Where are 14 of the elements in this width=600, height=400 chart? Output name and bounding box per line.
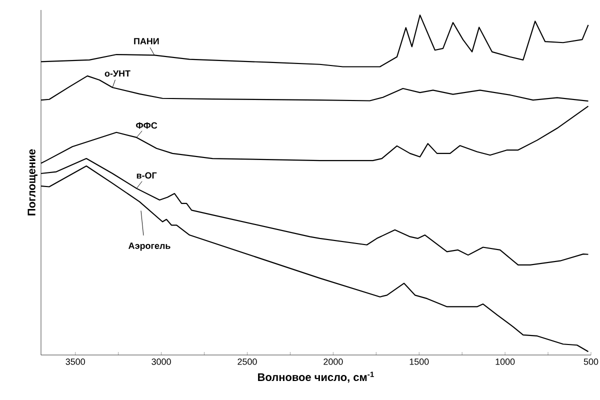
series-label: ПАНИ xyxy=(134,38,159,44)
series-label: ФФС xyxy=(136,122,158,129)
series-label: в-ОГ xyxy=(136,172,157,179)
x-tick-label: 2500 xyxy=(238,358,257,365)
x-tick-label: 3500 xyxy=(66,358,85,365)
y-axis-title: Поглощение xyxy=(28,149,38,216)
x-tick-label: 500 xyxy=(584,358,598,365)
x-tick-label: 1000 xyxy=(496,358,515,365)
x-tick-label: 2000 xyxy=(324,358,343,365)
x-tick-label: 3000 xyxy=(152,358,171,365)
series-label: о-УНТ xyxy=(104,70,130,77)
series-label: Аэрогель xyxy=(128,242,170,251)
x-tick-label: 1500 xyxy=(410,358,429,365)
x-axis-title: Волновое число, см$^{-1}$ xyxy=(258,372,374,383)
